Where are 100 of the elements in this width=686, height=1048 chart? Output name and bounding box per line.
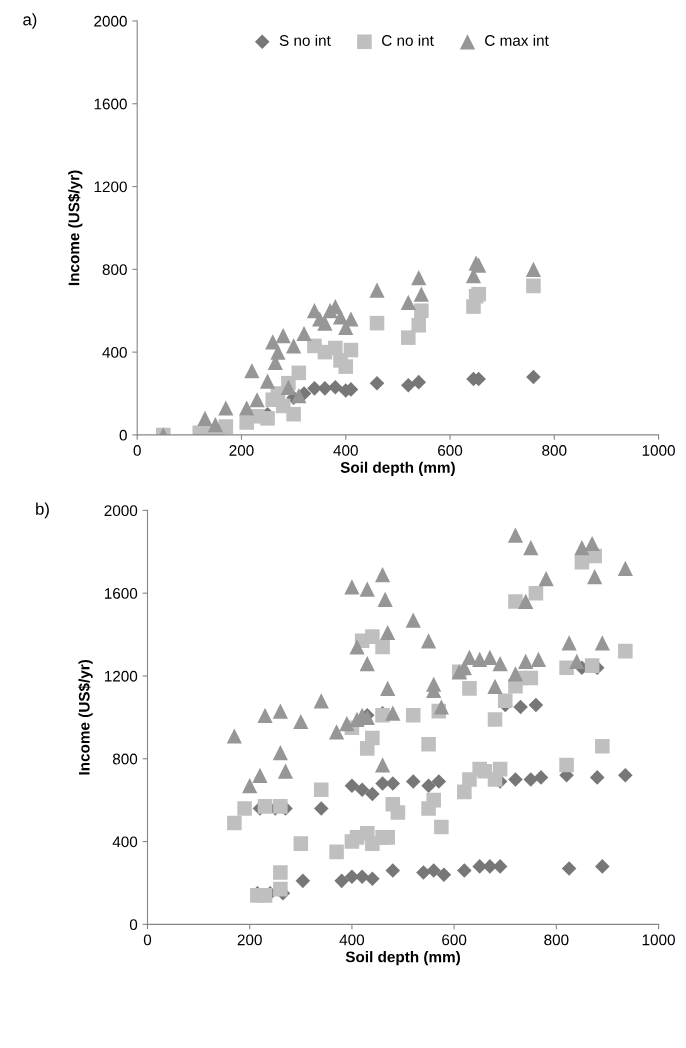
point <box>313 801 329 816</box>
point <box>272 703 288 719</box>
point <box>328 724 345 740</box>
point <box>401 330 416 345</box>
point <box>528 697 544 713</box>
point <box>574 540 590 556</box>
point <box>338 359 354 374</box>
point <box>617 560 633 576</box>
point <box>526 278 541 294</box>
point <box>359 581 375 597</box>
point <box>411 374 427 390</box>
point <box>328 340 343 356</box>
point <box>369 315 385 331</box>
point <box>587 569 603 585</box>
point <box>433 699 449 715</box>
point <box>252 767 268 783</box>
point <box>369 282 385 298</box>
point <box>349 639 365 655</box>
point <box>334 873 349 889</box>
point <box>595 859 610 874</box>
point <box>414 303 429 319</box>
point <box>561 635 577 651</box>
point <box>487 678 503 694</box>
point <box>257 707 273 723</box>
point <box>569 653 585 670</box>
point <box>293 713 309 730</box>
point <box>239 400 255 416</box>
point <box>313 782 329 798</box>
point <box>273 799 288 814</box>
y-tick-label: 1200 <box>94 181 127 193</box>
point <box>226 728 242 744</box>
y-axis-title: Income (US$/yr) <box>67 170 83 286</box>
point <box>280 379 296 395</box>
point <box>286 406 301 422</box>
point <box>365 871 380 887</box>
point <box>259 373 276 389</box>
y-tick-label: 0 <box>119 429 127 441</box>
point <box>482 649 498 665</box>
point <box>380 680 396 696</box>
point <box>416 865 431 880</box>
point <box>344 579 360 595</box>
point <box>401 377 416 393</box>
point <box>359 655 375 672</box>
point <box>339 715 355 732</box>
point <box>538 571 554 587</box>
point <box>293 836 309 851</box>
point <box>413 286 429 302</box>
point <box>426 792 441 808</box>
point <box>354 782 370 798</box>
point <box>365 629 380 644</box>
x-tick-label: 1000 <box>642 445 675 456</box>
point <box>328 380 343 395</box>
point <box>457 784 472 800</box>
point <box>380 624 396 641</box>
point <box>487 712 503 727</box>
point <box>291 387 307 404</box>
point <box>559 757 574 773</box>
point <box>492 655 508 672</box>
point <box>507 666 524 682</box>
point <box>518 593 534 610</box>
point <box>518 653 534 670</box>
point <box>462 772 477 787</box>
point <box>242 778 258 794</box>
point <box>472 859 487 874</box>
point <box>589 770 605 785</box>
point <box>421 778 436 793</box>
point <box>533 770 549 785</box>
point <box>273 881 288 897</box>
point <box>526 369 541 385</box>
point <box>375 639 390 655</box>
point <box>375 776 390 791</box>
point <box>249 392 265 408</box>
text: b) <box>36 502 49 519</box>
point <box>513 699 528 715</box>
point <box>434 819 449 835</box>
point <box>436 867 452 882</box>
point <box>400 294 416 311</box>
point <box>365 730 380 746</box>
y-tick-label: 800 <box>112 753 138 765</box>
point <box>380 830 395 845</box>
point <box>525 261 542 277</box>
point <box>385 863 401 878</box>
point <box>377 591 393 607</box>
point <box>405 708 421 723</box>
point <box>291 365 307 381</box>
point <box>237 801 252 816</box>
point <box>426 863 441 878</box>
point <box>528 585 544 601</box>
x-tick-label: 800 <box>542 445 567 456</box>
x-tick-label: 0 <box>143 934 152 946</box>
point <box>390 805 406 820</box>
point <box>523 772 539 787</box>
point <box>218 400 234 416</box>
point <box>313 693 329 709</box>
point <box>286 338 302 354</box>
point <box>420 633 437 649</box>
point <box>405 612 421 628</box>
point <box>530 651 547 668</box>
y-tick-label: 1200 <box>104 670 138 682</box>
x-tick-label: 1000 <box>642 934 675 946</box>
